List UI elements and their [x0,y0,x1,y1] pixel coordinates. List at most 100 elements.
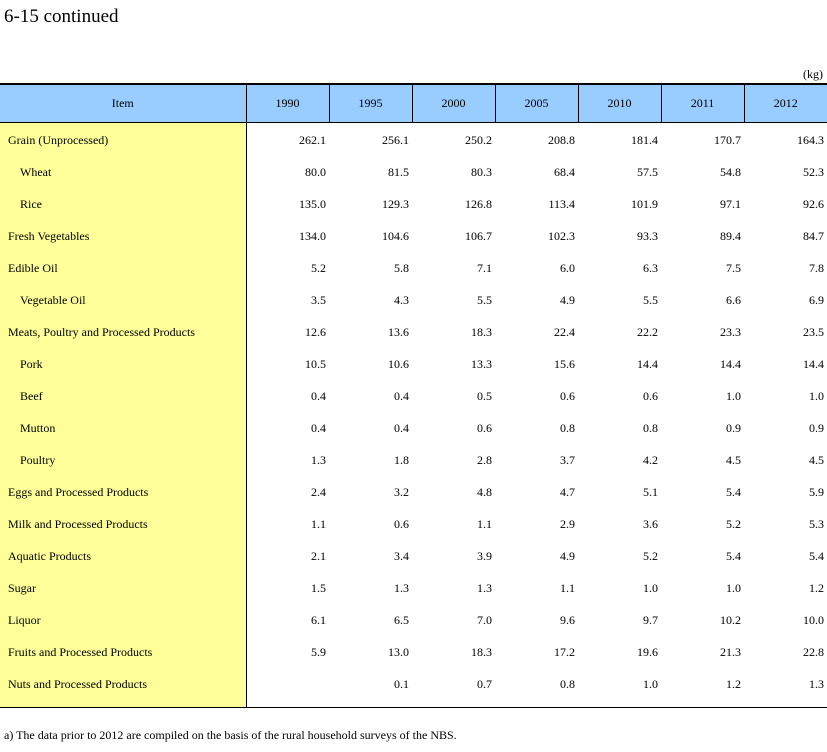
cell-value: 5.1 [643,485,658,499]
cell-value: 10.0 [803,613,824,627]
cell-value: 6.6 [726,293,741,307]
cell-value: 13.3 [471,357,492,371]
cell-value: 134.0 [299,229,326,243]
cell-value: 0.9 [726,421,741,435]
cell-value: 2.4 [311,485,326,499]
cell-value: 0.9 [809,421,824,435]
cell-value: 7.5 [726,261,741,275]
cell-value: 5.5 [643,293,658,307]
cell-value: 10.2 [720,613,741,627]
row-label: Aquatic Products [0,540,247,573]
cell-value: 14.4 [637,357,658,371]
cell-value: 113.4 [548,197,575,211]
table-row: Fruits and Processed Products 5.9 13.0 18.3… [0,636,827,669]
cell-value: 135.0 [299,197,326,211]
cell-value: 1.0 [643,677,658,691]
cell-value: 97.1 [720,197,741,211]
cell-value: 0.8 [643,421,658,435]
spacer-cell [0,700,247,708]
cell-value: 164.3 [797,133,824,147]
cell-value: 14.4 [720,357,741,371]
cell-value: 89.4 [720,229,741,243]
cell-value: 102.3 [548,229,575,243]
cell-value: 126.8 [465,197,492,211]
cell-value: 0.7 [477,677,492,691]
cell-value: 5.2 [311,261,326,275]
cell-value: 6.9 [809,293,824,307]
cell-value: 5.9 [311,645,326,659]
cell-value: 0.5 [477,389,492,403]
cell-value: 0.6 [394,517,409,531]
cell-value: 106.7 [465,229,492,243]
table-row: Eggs and Processed Products 2.4 3.2 4.8 4.7 5… [0,476,827,509]
cell-value: 9.7 [643,613,658,627]
cell-value: 52.3 [803,165,824,179]
cell-value: 23.3 [720,325,741,339]
cell-value: 93.3 [637,229,658,243]
footnote: a) The data prior to 2012 are compiled o… [4,728,457,742]
cell-value: 4.9 [560,549,575,563]
row-label: Poultry [0,444,247,477]
item-column-header: Item [0,83,246,123]
row-label: Edible Oil [0,252,247,285]
cell-value: 1.8 [394,453,409,467]
table-bottom-spacer [0,700,827,708]
cell-value: 22.2 [637,325,658,339]
table-row: Edible Oil 5.2 5.8 7.1 6.0 6.3 7.5 7.8 [0,252,827,285]
cell-value: 1.1 [560,581,575,595]
row-label: Rice [0,188,247,221]
row-label: Liquor [0,604,247,637]
cell-value: 0.4 [394,389,409,403]
cell-value: 0.4 [394,421,409,435]
table-row: Grain (Unprocessed) 262.1 256.1 250.2 208.8 1… [0,122,827,157]
cell-value: 18.3 [471,325,492,339]
cell-value: 5.4 [726,549,741,563]
cell-value: 0.1 [394,677,409,691]
cell-value: 5.2 [726,517,741,531]
cell-value: 3.9 [477,549,492,563]
table-row: Liquor 6.1 6.5 7.0 9.6 9.7 10.2 10.0 [0,604,827,637]
cell-value: 5.4 [809,549,824,563]
spacer-cell [246,700,329,708]
cell-value: 54.8 [720,165,741,179]
cell-value: 13.0 [388,645,409,659]
cell-value: 57.5 [637,165,658,179]
row-label: Vegetable Oil [0,284,247,317]
cell-value: 2.8 [477,453,492,467]
cell-value: 262.1 [299,133,326,147]
year-column-header: 2011 [660,83,744,123]
row-label: Wheat [0,156,247,189]
cell-value: 15.6 [554,357,575,371]
cell-value: 21.3 [720,645,741,659]
table-row: Mutton 0.4 0.4 0.6 0.8 0.8 0.9 0.9 [0,412,827,445]
cell-value: 1.1 [311,517,326,531]
year-column-header: 2010 [577,83,661,123]
cell-value: 6.1 [311,613,326,627]
table-body: Grain (Unprocessed) 262.1 256.1 250.2 208.8 1… [0,122,827,708]
cell-value: 1.2 [809,581,824,595]
spacer-cell [412,700,495,708]
cell-value: 12.6 [305,325,326,339]
cell-value: 4.3 [394,293,409,307]
cell-value: 22.8 [803,645,824,659]
spacer-cell [495,700,578,708]
cell-value: 6.0 [560,261,575,275]
row-label: Mutton [0,412,247,445]
cell-value: 3.4 [394,549,409,563]
cell-value: 4.5 [809,453,824,467]
header-row: Item 1990 1995 2000 2005 2010 2011 2012 [0,83,827,123]
table-row: Aquatic Products 2.1 3.4 3.9 4.9 5.2 5.4 5.4 [0,540,827,573]
cell-value: 1.3 [311,453,326,467]
cell-value: 7.0 [477,613,492,627]
cell-value: 104.6 [382,229,409,243]
cell-value: 2.9 [560,517,575,531]
cell-value: 81.5 [388,165,409,179]
cell-value: 80.3 [471,165,492,179]
cell-value: 4.5 [726,453,741,467]
table-row: Rice 135.0 129.3 126.8 113.4 101.9 97.1 92.6 [0,188,827,221]
cell-value: 1.3 [477,581,492,595]
row-label: Grain (Unprocessed) [0,122,247,157]
cell-value: 0.8 [560,677,575,691]
cell-value: 5.4 [726,485,741,499]
cell-value: 1.3 [809,677,824,691]
